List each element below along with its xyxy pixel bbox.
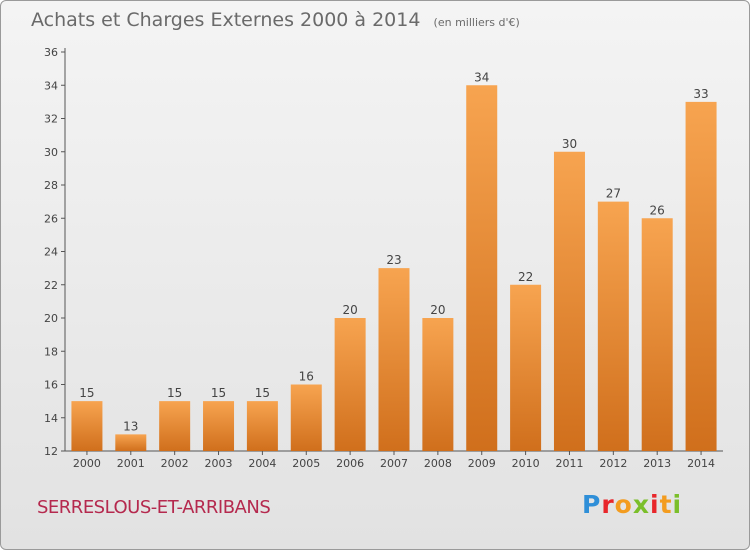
bar-2008	[422, 318, 454, 451]
logo-letter: x	[632, 490, 650, 519]
data-label: 26	[650, 203, 665, 217]
y-tick-label: 16	[44, 379, 58, 392]
data-label: 15	[79, 386, 94, 400]
proxiti-logo: Proxiti	[582, 490, 682, 519]
chart-subtitle: (en milliers d'€)	[433, 16, 520, 29]
x-tick-label: 2002	[161, 457, 189, 470]
x-tick-label: 2013	[643, 457, 671, 470]
x-tick-label: 2009	[468, 457, 496, 470]
y-tick-label: 20	[44, 312, 58, 325]
chart-title: Achats et Charges Externes 2000 à 2014 (…	[31, 9, 520, 31]
logo-letter: r	[601, 490, 615, 519]
bar-2001	[115, 434, 147, 451]
x-tick-label: 2003	[205, 457, 233, 470]
bar-2011	[553, 151, 585, 451]
y-axis: 12 14 16 18 20 22 24 26 28 30 32 34 36	[44, 46, 66, 458]
data-label: 15	[211, 386, 226, 400]
y-tick-label: 36	[44, 46, 58, 59]
bars: 15 13 15 15 15 16 20 23 20 34 22 30 27 26 33	[71, 70, 717, 451]
bar-2010	[510, 284, 542, 451]
data-label: 22	[518, 270, 533, 284]
x-tick-label: 2007	[380, 457, 408, 470]
data-label: 15	[167, 386, 182, 400]
bar-2004	[246, 401, 278, 451]
bar-2005	[290, 384, 322, 451]
bar-2007	[378, 268, 410, 451]
logo-letter: P	[582, 490, 602, 519]
x-tick-label: 2014	[687, 457, 715, 470]
data-label: 20	[342, 303, 357, 317]
y-tick-label: 24	[44, 246, 58, 259]
logo-letter: i	[672, 490, 683, 519]
y-tick-label: 22	[44, 279, 58, 292]
x-axis: 2000 2001 2002 2003 2004 2005 2006 2007 2008 2009…	[65, 450, 723, 470]
y-tick-label: 32	[44, 113, 58, 126]
data-label: 15	[255, 386, 270, 400]
logo-letter: i	[650, 490, 660, 519]
bar-2014	[685, 101, 717, 451]
chart-title-main: Achats et Charges Externes 2000 à 2014	[31, 9, 421, 31]
x-tick-label: 2006	[336, 457, 364, 470]
x-tick-label: 2004	[248, 457, 276, 470]
x-tick-label: 2012	[599, 457, 627, 470]
data-label: 34	[474, 70, 489, 84]
y-tick-label: 30	[44, 146, 58, 159]
y-tick-label: 12	[44, 445, 58, 458]
bar-2013	[641, 218, 673, 451]
y-tick-label: 28	[44, 179, 58, 192]
data-label: 16	[299, 370, 314, 384]
bar-2012	[597, 201, 629, 451]
x-tick-label: 2011	[555, 457, 583, 470]
bar-2006	[334, 318, 366, 451]
bar-2009	[466, 85, 498, 451]
logo-letter: t	[659, 490, 673, 519]
x-tick-label: 2000	[73, 457, 101, 470]
data-label: 30	[562, 137, 577, 151]
y-tick-label: 34	[44, 79, 58, 92]
y-tick-label: 26	[44, 212, 58, 225]
bar-2000	[71, 401, 103, 451]
commune-name: SERRESLOUS-ET-ARRIBANS	[37, 497, 271, 518]
data-label: 27	[606, 187, 621, 201]
data-label: 33	[693, 87, 708, 101]
x-tick-label: 2008	[424, 457, 452, 470]
x-tick-label: 2001	[117, 457, 145, 470]
logo-letter: o	[614, 490, 633, 519]
bar-2003	[203, 401, 235, 451]
x-tick-label: 2010	[512, 457, 540, 470]
data-label: 13	[123, 419, 138, 433]
x-tick-label: 2005	[292, 457, 320, 470]
bar-2002	[159, 401, 191, 451]
data-label: 23	[386, 253, 401, 267]
data-label: 20	[430, 303, 445, 317]
y-tick-label: 14	[44, 412, 58, 425]
y-tick-label: 18	[44, 345, 58, 358]
